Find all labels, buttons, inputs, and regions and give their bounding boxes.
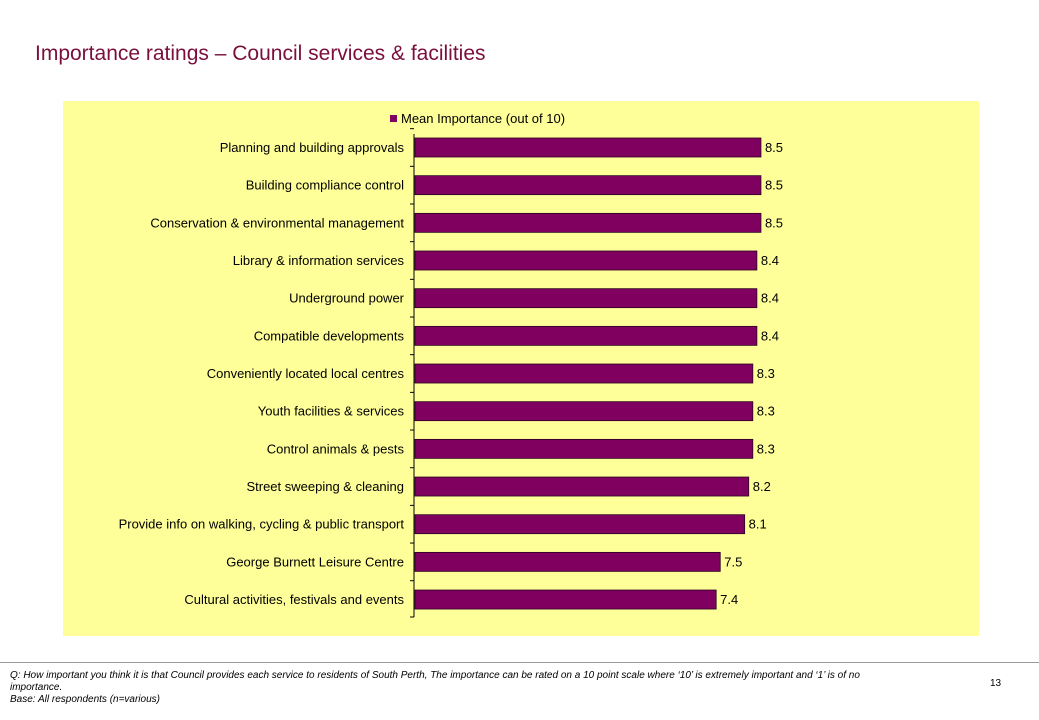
data-label: 8.1 [749,517,767,532]
data-label: 8.3 [757,366,775,381]
category-label: Youth facilities & services [258,404,405,419]
category-label: Conveniently located local centres [207,366,405,381]
category-label: Planning and building approvals [220,140,405,155]
bar [414,288,758,309]
bar [414,137,762,158]
bar [414,250,758,271]
footer-note: Q: How important you think it is that Co… [10,670,870,706]
data-label: 8.3 [757,441,775,456]
bar [414,175,762,196]
data-label: 8.4 [761,253,779,268]
data-label: 8.3 [757,404,775,419]
bar [414,212,762,233]
bar [414,589,717,610]
footer-base: Base: All respondents (n=various) [10,694,160,705]
category-label: Cultural activities, festivals and event… [184,592,404,607]
bar [414,438,754,459]
category-label: Library & information services [233,253,405,268]
page-number: 13 [990,678,1002,689]
category-label: Street sweeping & cleaning [246,479,404,494]
category-label: Underground power [289,291,405,306]
category-label: Control animals & pests [267,441,405,456]
bar [414,401,754,422]
footer-question: Q: How important you think it is that Co… [10,670,860,693]
legend-label: Mean Importance (out of 10) [401,111,565,126]
category-label: Compatible developments [254,328,405,343]
page-title: Importance ratings – Council services & … [35,42,486,65]
bar [414,476,750,497]
bar [414,514,746,535]
importance-bar-chart: Mean Importance (out of 10) Planning and … [119,111,783,618]
data-label: 7.4 [720,592,738,607]
category-label: George Burnett Leisure Centre [226,554,404,569]
bar [414,325,758,346]
chart-panel: Mean Importance (out of 10) Planning and … [63,101,979,636]
legend-swatch [390,115,397,122]
data-label: 8.5 [765,178,783,193]
data-label: 7.5 [724,554,742,569]
category-label: Provide info on walking, cycling & publi… [119,517,405,532]
data-label: 8.5 [765,215,783,230]
data-label: 8.4 [761,291,779,306]
bar [414,551,721,572]
footer-divider [0,662,1039,663]
category-label: Conservation & environmental management [150,215,404,230]
data-label: 8.5 [765,140,783,155]
bar [414,363,754,384]
data-label: 8.4 [761,328,779,343]
category-label: Building compliance control [246,178,404,193]
data-label: 8.2 [753,479,771,494]
